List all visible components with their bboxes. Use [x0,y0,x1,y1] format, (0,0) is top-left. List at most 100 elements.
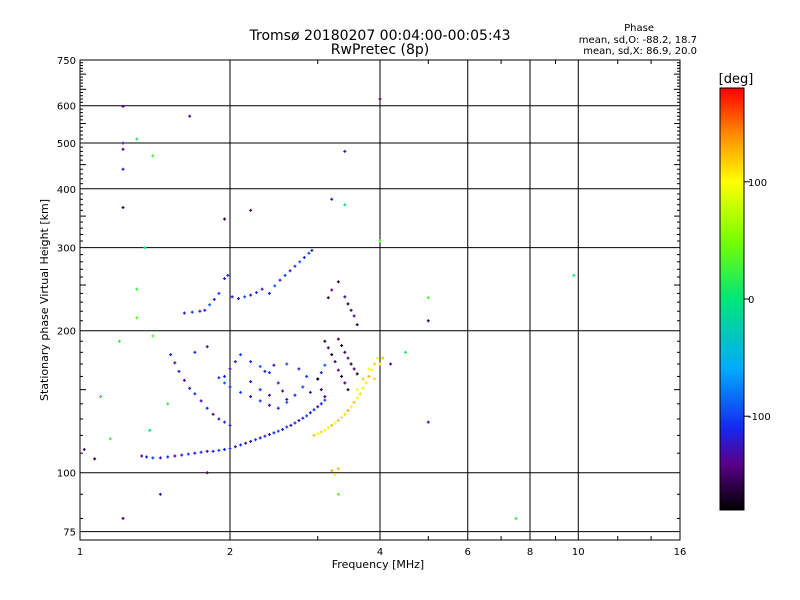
data-point [166,402,170,406]
data-point [333,473,337,477]
data-point [312,408,316,412]
data-point [285,400,289,404]
data-point [349,308,353,312]
data-point [217,376,221,380]
data-point [343,412,347,416]
data-point [173,454,177,458]
data-point [193,350,197,354]
data-point [367,367,371,371]
data-point [367,374,371,378]
data-point [148,428,152,432]
data-point [293,264,297,268]
data-point [346,356,350,360]
data-point [293,421,297,425]
data-point [211,449,215,453]
data-point [373,362,377,366]
data-point [233,360,237,364]
data-point [228,447,232,451]
data-point [173,361,177,365]
y-tick-label: 750 [57,56,76,67]
phase-stats-x: mean, sd,X: 86.9, 20.0 [583,46,697,57]
data-point [190,310,194,314]
data-point [297,367,301,371]
data-point [319,371,323,375]
y-axis-label: Stationary phase Virtual Height [km] [38,199,51,401]
data-point [121,141,125,145]
data-point [121,104,125,108]
data-point [361,386,365,390]
data-point [333,421,337,425]
data-point [326,426,330,430]
data-point [223,447,227,451]
data-point [426,319,430,323]
data-point [346,408,350,412]
y-tick-label: 300 [57,244,76,255]
data-point [330,288,334,292]
data-point [310,248,314,252]
y-tick-label: 100 [57,469,76,480]
data-point [121,147,125,151]
data-point [276,381,280,385]
data-point [267,433,271,437]
data-point [151,456,155,460]
data-point [285,362,289,366]
data-point [352,367,356,371]
data-point [358,392,362,396]
data-point [514,516,518,520]
data-point [158,456,162,460]
data-point [381,356,385,360]
data-point [186,452,190,456]
data-point [352,400,356,404]
data-point [316,405,320,409]
data-point [239,353,243,357]
data-point [340,415,344,419]
data-point [355,388,359,392]
data-point [151,334,155,338]
data-point [258,436,262,440]
y-tick-label: 500 [57,139,76,150]
data-point [135,287,139,291]
data-point [330,423,334,427]
data-point [177,369,181,373]
data-point [121,516,125,520]
data-point [145,455,149,459]
data-point [297,419,301,423]
data-point [343,149,347,153]
data-point [278,278,282,282]
data-point [336,337,340,341]
data-point [330,469,334,473]
data-point [276,406,280,410]
data-point [151,154,155,158]
data-point [230,295,234,299]
data-point [217,291,221,295]
data-point [308,390,312,394]
data-point [340,374,344,378]
colorbar-tick-label: 0 [748,295,754,306]
data-point [205,406,209,410]
x-tick-label: 16 [674,547,687,558]
data-point [298,260,302,264]
data-point [212,297,216,301]
data-point [333,360,337,364]
data-point [319,402,323,406]
data-point [343,295,347,299]
data-point [135,316,139,320]
data-point [205,471,209,475]
data-point [217,417,221,421]
data-point [272,363,276,367]
data-point [316,432,320,436]
data-point [301,416,305,420]
data-point [340,344,344,348]
data-point [93,457,97,461]
data-point [267,291,271,295]
data-point [323,339,327,343]
data-point [293,393,297,397]
data-point [228,385,232,389]
data-point [205,449,209,453]
data-point [205,345,209,349]
data-point [378,362,382,366]
y-tick-label: 75 [63,528,76,539]
data-point [389,362,393,366]
chart-subtitle: RwPretec (8p) [331,42,429,58]
data-point [346,388,350,392]
